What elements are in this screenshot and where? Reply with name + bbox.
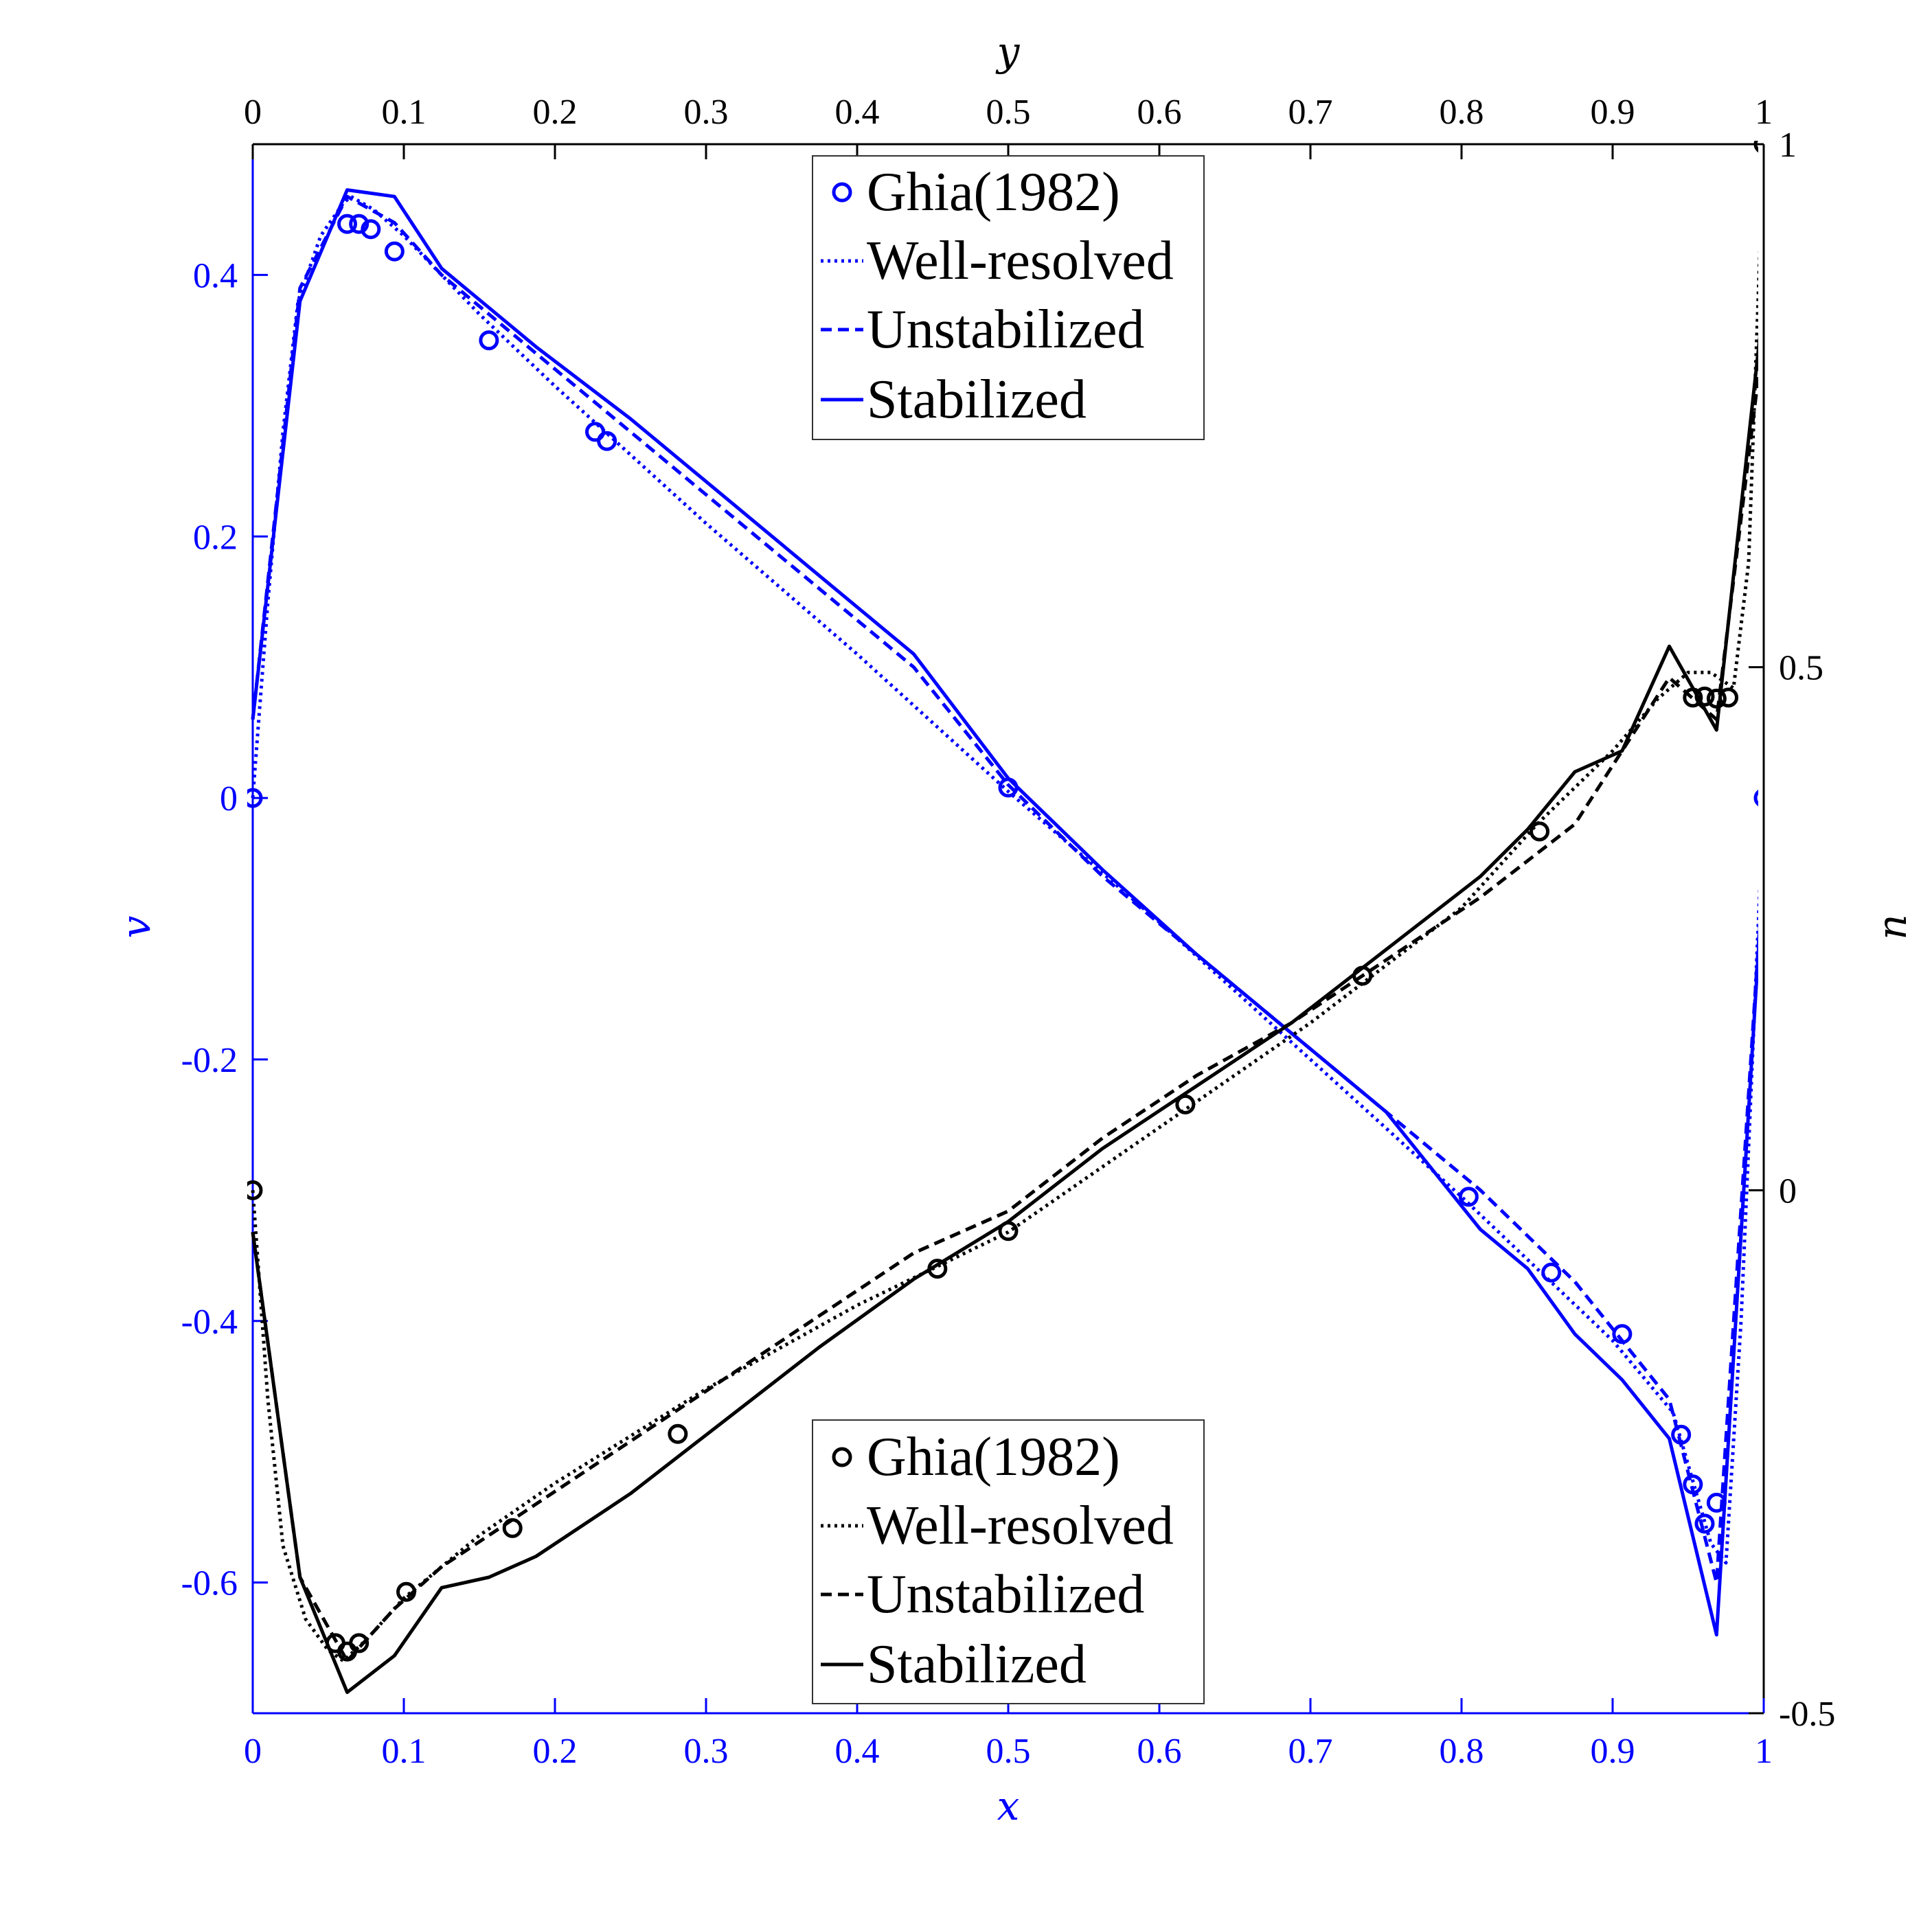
u-ghia-point (1718, 687, 1739, 708)
legend-u-well-resolved-label: Well-resolved (867, 1496, 1174, 1556)
x-tick-label: 0.8 (1440, 1732, 1484, 1771)
y-top-tick-label: 0.8 (1440, 93, 1484, 132)
x-tick-label: 0.1 (382, 1732, 427, 1771)
y-top-axis-label: y (995, 28, 1021, 75)
y-top-tick-label: 0.3 (684, 93, 729, 132)
legend-u-ghia-marker (832, 1447, 852, 1467)
x-axis-label: x (997, 1783, 1020, 1829)
v-tick-label: -0.2 (181, 1041, 238, 1080)
v-ghia-point (361, 219, 381, 240)
y-top-tick-label: 0.1 (382, 93, 427, 132)
legend-u-unstabilized-label: Unstabilized (867, 1564, 1144, 1625)
v-ghia-point (998, 777, 1019, 798)
u-axis-label: u (1876, 914, 1922, 939)
v-tick-label: -0.6 (181, 1564, 238, 1603)
u-ghia-point (998, 1221, 1019, 1241)
legend-u-ghia-label: Ghia(1982) (867, 1427, 1120, 1487)
legend-u-profile: Ghia(1982) Well-resolved Unstabilized St… (812, 1419, 1205, 1704)
u-ghia-point (247, 1180, 263, 1200)
u-ghia-point (1694, 686, 1715, 707)
v-tick-label: 0 (220, 779, 238, 819)
legend-v-box (812, 155, 1205, 440)
x-tick-label: 0.4 (835, 1732, 880, 1771)
y-top-tick-label: 0.9 (1591, 93, 1635, 132)
u-tick-label: 0.5 (1779, 649, 1823, 688)
x-tick-label: 0.7 (1288, 1732, 1333, 1771)
v-ghia-point (349, 214, 370, 234)
legend-v-ghia-marker (832, 182, 852, 203)
x-tick-label: 0.3 (684, 1732, 729, 1771)
u-tick-label: -0.5 (1779, 1695, 1835, 1734)
y-top-tick-label: 0.2 (533, 93, 578, 132)
legend-v-stabilized-label: Stabilized (867, 369, 1087, 430)
u-ghia-point (668, 1423, 688, 1444)
x-tick-label: 0.9 (1591, 1732, 1635, 1771)
v-ghia-point (479, 330, 499, 351)
legend-v-ghia-label: Ghia(1982) (867, 162, 1120, 222)
v-ghia-point (1753, 789, 1758, 807)
v-ghia-point (1612, 1324, 1633, 1344)
v-unstabilized-line (251, 194, 1758, 1585)
v-ghia-point (384, 241, 405, 262)
v-ghia-point (1694, 1513, 1715, 1534)
legend-u-stabilized-label: Stabilized (867, 1634, 1087, 1695)
y-top-tick-label: 0.5 (986, 93, 1031, 132)
u-ghia-point (349, 1633, 370, 1653)
legend-v-well-resolved-label: Well-resolved (867, 231, 1174, 291)
u-ghia-point (1706, 688, 1727, 709)
y-top-tick-label: 0.7 (1288, 93, 1333, 132)
axis-tick-labels: 0 0.1 0.2 0.3 0.4 0.5 0.6 0.7 0.8 0.9 1 0 0.1 0.2 0.3 0… (181, 93, 1836, 1771)
v-ghia-point (247, 788, 263, 808)
u-unstabilized-line (251, 363, 1758, 1663)
x-tick-label: 0 (244, 1732, 262, 1771)
v-ghia-point (1671, 1424, 1692, 1445)
v-ghia-point (1458, 1187, 1479, 1207)
marker-layer (247, 141, 1758, 1662)
u-ghia-point (1530, 821, 1550, 842)
u-ghia-point (396, 1581, 417, 1602)
v-tick-label: 0.4 (193, 256, 238, 295)
u-tick-label: 1 (1779, 126, 1797, 165)
v-ghia-point (337, 214, 357, 234)
v-ghia-point (1683, 1474, 1703, 1495)
y-top-tick-label: 0 (244, 93, 262, 132)
v-ghia-point (1706, 1492, 1727, 1513)
y-top-tick-label: 0.6 (1137, 93, 1182, 132)
legend-v-unstabilized-label: Unstabilized (867, 299, 1144, 360)
v-axis-label: v (113, 915, 159, 938)
v-tick-label: 0.2 (193, 518, 238, 557)
u-ghia-point (1753, 141, 1758, 153)
legend-u-box (812, 1419, 1205, 1704)
u-tick-label: 0 (1779, 1171, 1797, 1211)
x-tick-label: 0.6 (1137, 1732, 1182, 1771)
u-ghia-point (502, 1518, 523, 1538)
x-tick-label: 1 (1755, 1732, 1773, 1771)
x-tick-label: 0.5 (986, 1732, 1031, 1771)
v-ghia-point (597, 431, 617, 451)
legend-v-profile: Ghia(1982) Well-resolved Unstabilized St… (812, 155, 1205, 440)
u-ghia-point (927, 1259, 948, 1279)
u-ghia-point (1352, 965, 1373, 986)
u-ghia-point (1175, 1094, 1196, 1114)
u-ghia-point (1683, 687, 1703, 708)
v-ghia-point (1541, 1262, 1562, 1283)
y-top-tick-label: 1 (1755, 93, 1773, 132)
v-tick-label: -0.4 (181, 1303, 238, 1342)
y-top-tick-label: 0.4 (835, 93, 880, 132)
x-tick-label: 0.2 (533, 1732, 578, 1771)
